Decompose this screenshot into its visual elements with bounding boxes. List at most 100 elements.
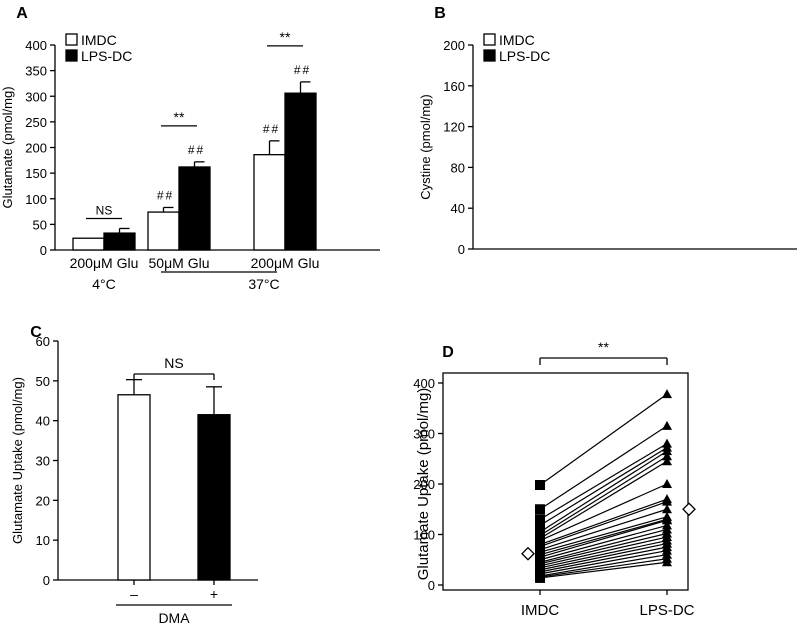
- significance-mark: ##: [157, 188, 174, 202]
- pair-line: [539, 447, 668, 526]
- panel-letter: A: [16, 5, 28, 22]
- pair-line: [539, 528, 668, 563]
- pair-line: [539, 516, 668, 553]
- pair-line: [539, 539, 668, 569]
- group-label: DMA: [158, 610, 190, 626]
- point-lps-dc: [662, 420, 672, 430]
- point-lps-dc: [662, 446, 672, 456]
- comparison-label: **: [174, 109, 185, 125]
- y-tick-label: 250: [25, 115, 47, 130]
- pair-line: [539, 519, 668, 558]
- legend-swatch: [65, 33, 78, 46]
- point-imdc: [535, 572, 545, 583]
- legend-swatch: [483, 33, 496, 46]
- group-label: 4°C: [92, 276, 116, 292]
- y-tick-label: 350: [25, 64, 47, 79]
- pair-line: [539, 554, 668, 577]
- y-tick-label: 20: [36, 493, 50, 508]
- pair-line: [539, 546, 668, 573]
- point-lps-dc: [662, 456, 672, 466]
- bar-imdc: [72, 237, 105, 251]
- pair-line: [539, 536, 668, 567]
- x-tick-label: +: [210, 586, 218, 602]
- point-lps-dc: [662, 557, 672, 567]
- y-tick-label: 80: [451, 160, 465, 175]
- pair-line: [539, 524, 668, 561]
- pair-line: [539, 558, 668, 578]
- pair-line: [539, 501, 668, 548]
- significance-mark: ##: [263, 122, 280, 136]
- pair-line: [539, 393, 668, 486]
- legend-label: LPS-DC: [81, 48, 132, 64]
- plot-frame: [442, 372, 689, 591]
- comparison-label: **: [280, 29, 291, 45]
- y-tick-label: 100: [25, 192, 47, 207]
- y-tick-label: 300: [413, 427, 435, 442]
- y-axis-label: Glutamate (pmol/mg): [0, 86, 15, 208]
- bar-lps-dc: [284, 92, 317, 251]
- point-lps-dc: [662, 496, 672, 506]
- x-tick-label: 50μM Glu: [149, 255, 210, 271]
- y-tick-label: 400: [25, 38, 47, 53]
- pair-line: [539, 532, 668, 565]
- pair-line: [539, 550, 668, 575]
- y-tick-label: 0: [458, 242, 465, 257]
- pair-line: [539, 460, 668, 540]
- pair-line: [539, 483, 668, 542]
- panel-letter: D: [442, 344, 454, 361]
- bar-dma: [197, 414, 231, 581]
- y-tick-label: 40: [36, 414, 50, 429]
- comparison-label: **: [598, 339, 609, 355]
- x-tick-label: IMDC: [521, 602, 559, 619]
- point-lps-dc: [662, 389, 672, 399]
- pair-line: [539, 543, 668, 571]
- legend-label: IMDC: [499, 32, 535, 48]
- mean-lps-dc: [682, 502, 696, 517]
- bar-lps-dc: [178, 166, 211, 251]
- y-tick-label: 10: [36, 533, 50, 548]
- point-lps-dc: [662, 515, 672, 525]
- y-tick-label: 0: [43, 573, 50, 588]
- point-imdc: [535, 480, 545, 491]
- y-axis-label: Glutamate Uptake (pmol/mg): [415, 388, 432, 581]
- legend-label: LPS-DC: [499, 48, 550, 64]
- bar-control: [117, 394, 151, 581]
- y-tick-label: 30: [36, 454, 50, 469]
- legend-label: IMDC: [81, 32, 117, 48]
- y-tick-label: 200: [413, 477, 435, 492]
- y-tick-label: 160: [443, 79, 465, 94]
- legend-swatch: [65, 49, 78, 62]
- y-tick-label: 50: [33, 217, 47, 232]
- y-tick-label: 150: [25, 166, 47, 181]
- panel-letter: B: [434, 5, 446, 22]
- point-lps-dc: [662, 479, 672, 488]
- y-tick-label: 100: [413, 528, 435, 543]
- point-lps-dc: [662, 504, 672, 514]
- bar-lps-dc: [103, 232, 136, 251]
- pair-line: [539, 561, 668, 579]
- y-axis-label: Cystine (pmol/mg): [418, 94, 433, 199]
- point-imdc: [535, 504, 545, 515]
- y-tick-label: 50: [36, 374, 50, 389]
- point-lps-dc: [662, 451, 672, 461]
- y-tick-label: 300: [25, 89, 47, 104]
- x-tick-label: –: [130, 586, 138, 602]
- pair-line: [539, 518, 668, 556]
- pair-line: [539, 508, 668, 551]
- x-tick-label: LPS-DC: [639, 602, 694, 619]
- group-label: 37°C: [248, 276, 279, 292]
- significance-mark: ##: [188, 143, 205, 157]
- y-tick-label: 40: [451, 201, 465, 216]
- legend-swatch: [483, 49, 496, 62]
- y-tick-label: 200: [25, 141, 47, 156]
- comparison-label: NS: [164, 355, 183, 371]
- comparison-label: NS: [96, 203, 113, 217]
- y-tick-label: 0: [40, 243, 47, 258]
- x-tick-label: 200μM Glu: [70, 255, 139, 271]
- y-tick-label: 400: [413, 376, 435, 391]
- panel-letter: C: [30, 324, 42, 341]
- y-tick-label: 200: [443, 38, 465, 53]
- pair-line: [539, 443, 668, 520]
- point-imdc: [535, 520, 545, 531]
